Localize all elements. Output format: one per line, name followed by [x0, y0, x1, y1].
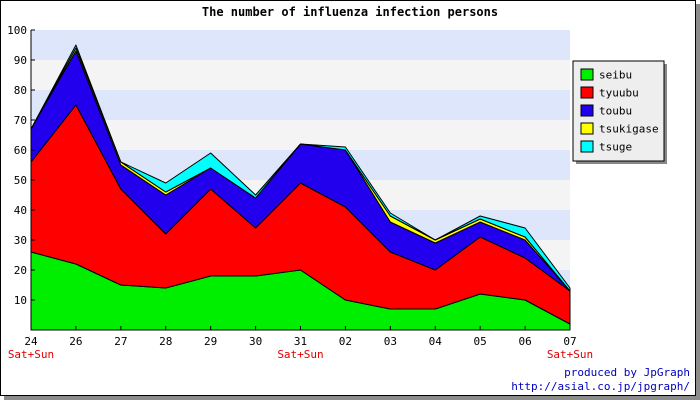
legend-label-tsukigase: tsukigase: [599, 123, 659, 136]
legend-swatch-tsuge: [580, 140, 594, 153]
legend-swatch-tsukigase: [580, 122, 594, 135]
y-tick-label: 40: [14, 204, 27, 217]
chart-title: The number of influenza infection person…: [202, 5, 498, 19]
x-tick-label: 26: [69, 335, 82, 348]
x-tick-label: 02: [339, 335, 352, 348]
legend: seibu tyuubu toubu tsukigase tsuge: [572, 60, 667, 164]
x-tick-label: 06: [518, 335, 531, 348]
x-tick-sublabel: Sat+Sun: [547, 348, 593, 361]
x-tick-sublabel: Sat+Sun: [277, 348, 323, 361]
x-tick-label: 27: [114, 335, 127, 348]
y-tick-label: 100: [7, 24, 27, 37]
grid-band: [31, 60, 570, 90]
series-area-tsuge: [30, 44, 571, 292]
credit-line-1: produced by JpGraph: [564, 366, 690, 379]
x-tick-label: 05: [474, 335, 487, 348]
legend-swatch-toubu: [580, 104, 594, 117]
x-tick-label: 24: [24, 335, 38, 348]
x-tick-label: 04: [429, 335, 443, 348]
legend-label-seibu: seibu: [599, 69, 632, 82]
y-tick-label: 10: [14, 294, 27, 307]
grid-band: [31, 30, 570, 60]
x-tick-label: 30: [249, 335, 262, 348]
legend-label-toubu: toubu: [599, 105, 632, 118]
x-tick-label: 31: [294, 335, 307, 348]
legend-swatch-seibu: [580, 68, 594, 81]
x-tick-sublabel: Sat+Sun: [8, 348, 54, 361]
x-tick-label: 28: [159, 335, 172, 348]
grid-band: [31, 90, 570, 120]
y-tick-label: 50: [14, 174, 27, 187]
y-tick-label: 20: [14, 264, 27, 277]
legend-swatch-tyuubu: [580, 86, 594, 99]
x-tick-label: 07: [563, 335, 576, 348]
x-tick-label: 03: [384, 335, 397, 348]
y-tick-label: 30: [14, 234, 27, 247]
y-tick-label: 80: [14, 84, 27, 97]
y-tick-label: 70: [14, 114, 27, 127]
x-tick-label: 29: [204, 335, 217, 348]
legend-label-tyuubu: tyuubu: [599, 87, 639, 100]
legend-label-tsuge: tsuge: [599, 141, 632, 154]
y-tick-label: 90: [14, 54, 27, 67]
credit-line-2: http://asial.co.jp/jpgraph/: [511, 380, 690, 393]
y-tick-label: 60: [14, 144, 27, 157]
